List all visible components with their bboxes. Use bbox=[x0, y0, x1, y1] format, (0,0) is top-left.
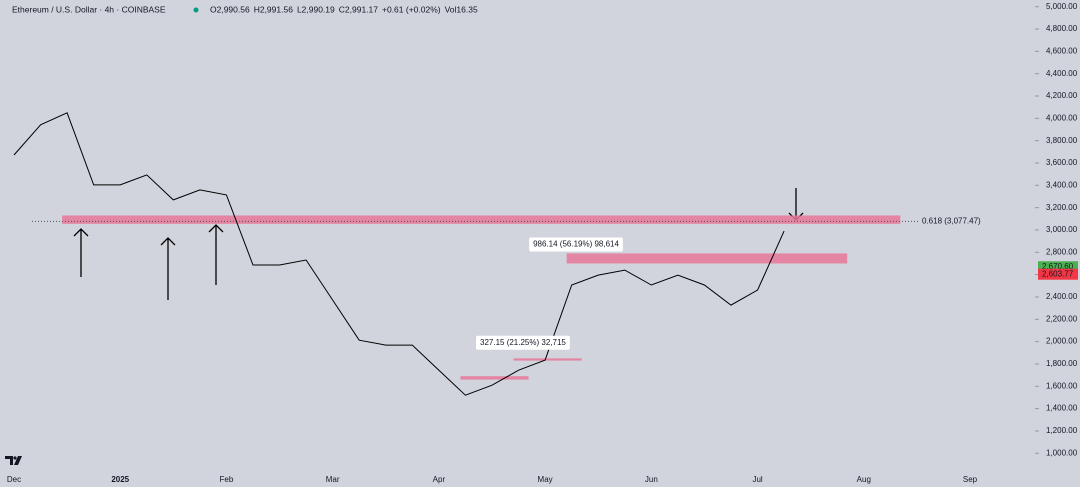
y-tick-label: 2,800.00 bbox=[1046, 247, 1078, 256]
y-tick-label: 1,800.00 bbox=[1046, 359, 1078, 368]
y-tick-label: 3,000.00 bbox=[1046, 225, 1078, 234]
y-tick-label: 2,000.00 bbox=[1046, 337, 1078, 346]
y-tick-label: 2,200.00 bbox=[1046, 314, 1078, 323]
y-tick-label: 3,400.00 bbox=[1046, 180, 1078, 189]
y-tick-label: 4,000.00 bbox=[1046, 113, 1078, 122]
zone bbox=[460, 376, 529, 380]
measure-label: 986.14 (56.19%) 98,614 bbox=[533, 240, 619, 249]
header-close: C2,991.17 bbox=[339, 4, 378, 14]
x-tick-label: 2025 bbox=[111, 475, 129, 484]
price-line bbox=[13, 112, 785, 396]
header-high: H2,991.56 bbox=[254, 4, 293, 14]
zone bbox=[62, 215, 901, 224]
x-tick-label: Feb bbox=[220, 475, 234, 484]
y-tick-label: 4,200.00 bbox=[1046, 91, 1078, 100]
y-tick-label: 1,600.00 bbox=[1046, 381, 1078, 390]
zone bbox=[513, 358, 582, 361]
tv-logo bbox=[5, 456, 22, 465]
price-tag-label: 2,603.77 bbox=[1042, 269, 1074, 278]
arrows bbox=[73, 188, 804, 300]
header-change: +0.61 (+0.02%) bbox=[382, 4, 441, 14]
header-low: L2,990.19 bbox=[297, 4, 335, 14]
y-tick-label: 3,600.00 bbox=[1046, 158, 1078, 167]
price-tag-label: 2,670.60 bbox=[1042, 262, 1074, 271]
y-tick-label: 4,600.00 bbox=[1046, 46, 1078, 55]
price-tag bbox=[1038, 268, 1078, 280]
header-open: O2,990.56 bbox=[210, 4, 250, 14]
zone bbox=[566, 253, 848, 264]
y-tick-label: 3,800.00 bbox=[1046, 136, 1078, 145]
y-tick-label: 1,000.00 bbox=[1046, 448, 1078, 457]
x-tick-label: Aug bbox=[857, 475, 871, 484]
x-tick-label: Jun bbox=[645, 475, 658, 484]
x-tick-label: Dec bbox=[7, 475, 21, 484]
y-tick-label: 3,200.00 bbox=[1046, 203, 1078, 212]
y-tick-label: 1,400.00 bbox=[1046, 404, 1078, 413]
x-tick-label: May bbox=[538, 475, 553, 484]
y-tick-label: 5,000.00 bbox=[1046, 2, 1078, 11]
x-tick-label: Mar bbox=[326, 475, 340, 484]
measure-label: 327.15 (21.25%) 32,715 bbox=[480, 338, 566, 347]
header-symbol: Ethereum / U.S. Dollar · 4h · COINBASE bbox=[12, 4, 166, 14]
x-tick-label: Jul bbox=[752, 475, 762, 484]
status-dot bbox=[193, 7, 199, 13]
header-volume: Vol16.35 bbox=[445, 4, 478, 14]
measure-box bbox=[476, 335, 570, 350]
level-label: 0.618 (3,077.47) bbox=[922, 216, 981, 225]
measure-box bbox=[529, 237, 623, 252]
x-tick-label: Sep bbox=[963, 475, 978, 484]
y-tick-label: 4,800.00 bbox=[1046, 24, 1078, 33]
y-tick-label: 4,400.00 bbox=[1046, 69, 1078, 78]
y-tick-label: 2,400.00 bbox=[1046, 292, 1078, 301]
x-tick-label: Apr bbox=[433, 475, 446, 484]
price-tag bbox=[1038, 261, 1078, 273]
y-tick-label: 1,200.00 bbox=[1046, 426, 1078, 435]
